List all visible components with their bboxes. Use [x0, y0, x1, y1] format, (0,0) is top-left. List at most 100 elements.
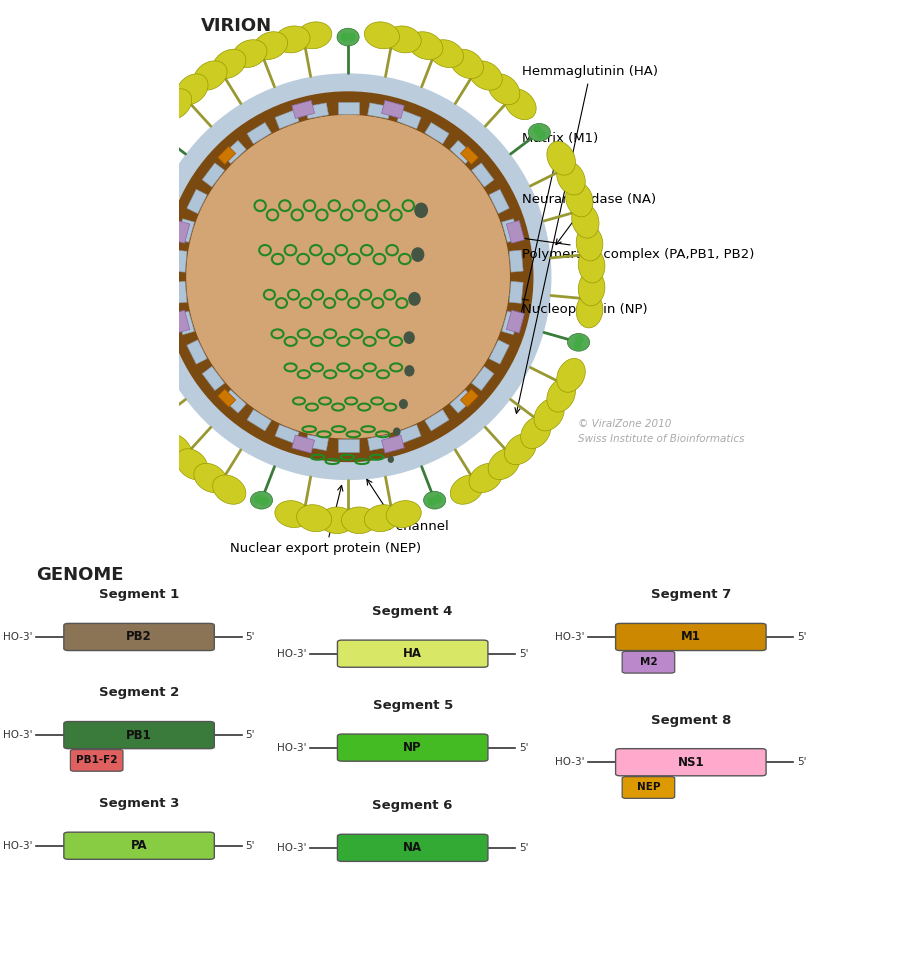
Ellipse shape	[109, 204, 118, 217]
Ellipse shape	[547, 379, 575, 412]
Text: M2 ion channel: M2 ion channel	[346, 480, 448, 533]
Text: Segment 7: Segment 7	[650, 588, 730, 601]
Polygon shape	[367, 435, 390, 451]
Ellipse shape	[120, 379, 149, 412]
Ellipse shape	[411, 248, 424, 262]
Text: Nucleoprotein (NP): Nucleoprotein (NP)	[396, 276, 648, 317]
Ellipse shape	[537, 418, 547, 429]
FancyBboxPatch shape	[615, 749, 765, 776]
Polygon shape	[275, 424, 299, 444]
Polygon shape	[501, 311, 518, 335]
Text: Segment 8: Segment 8	[650, 714, 731, 726]
Ellipse shape	[567, 333, 589, 352]
FancyBboxPatch shape	[64, 623, 214, 651]
Polygon shape	[222, 390, 246, 413]
Ellipse shape	[547, 142, 575, 175]
Ellipse shape	[561, 162, 570, 174]
Ellipse shape	[520, 417, 550, 449]
Text: Matrix (M1): Matrix (M1)	[518, 132, 598, 318]
Ellipse shape	[471, 478, 480, 490]
Ellipse shape	[255, 44, 264, 55]
Ellipse shape	[132, 398, 162, 431]
Ellipse shape	[251, 491, 272, 509]
Text: Segment 2: Segment 2	[99, 686, 179, 699]
Ellipse shape	[114, 341, 123, 350]
Text: 5': 5'	[796, 757, 805, 767]
Ellipse shape	[387, 455, 394, 463]
FancyBboxPatch shape	[337, 640, 487, 667]
Polygon shape	[508, 251, 523, 272]
Ellipse shape	[537, 130, 545, 139]
Text: Segment 6: Segment 6	[372, 799, 453, 812]
Polygon shape	[247, 410, 271, 431]
Ellipse shape	[159, 434, 191, 465]
Ellipse shape	[571, 203, 599, 238]
Ellipse shape	[398, 399, 407, 409]
Ellipse shape	[194, 463, 227, 492]
Text: VIRION: VIRION	[201, 17, 272, 35]
Polygon shape	[337, 440, 358, 452]
FancyBboxPatch shape	[64, 721, 214, 749]
FancyBboxPatch shape	[337, 734, 487, 761]
Text: PB1: PB1	[126, 728, 152, 742]
Ellipse shape	[179, 90, 189, 103]
Text: Nuclear export protein (NEP): Nuclear export protein (NEP)	[230, 486, 421, 555]
Text: HO-3': HO-3'	[4, 730, 33, 740]
Text: HO-3': HO-3'	[555, 632, 584, 642]
Ellipse shape	[101, 249, 110, 260]
Polygon shape	[506, 310, 524, 333]
Ellipse shape	[274, 26, 310, 52]
Text: NP: NP	[403, 741, 422, 754]
Polygon shape	[218, 389, 236, 407]
Text: GENOME: GENOME	[36, 566, 124, 584]
Ellipse shape	[468, 61, 502, 90]
Ellipse shape	[393, 427, 400, 436]
Ellipse shape	[146, 123, 168, 141]
Ellipse shape	[149, 418, 158, 429]
Ellipse shape	[145, 74, 551, 480]
Ellipse shape	[573, 341, 581, 350]
Text: HO-3': HO-3'	[555, 757, 584, 767]
Ellipse shape	[299, 510, 307, 522]
Text: M2: M2	[639, 657, 657, 667]
Ellipse shape	[408, 32, 443, 59]
Text: HO-3': HO-3'	[277, 843, 306, 853]
Polygon shape	[471, 163, 494, 187]
Ellipse shape	[212, 475, 246, 504]
Ellipse shape	[364, 505, 399, 531]
Ellipse shape	[112, 335, 121, 344]
Ellipse shape	[468, 463, 502, 492]
Ellipse shape	[296, 22, 332, 49]
Polygon shape	[508, 282, 523, 303]
Text: © ViralZone 2010
Swiss Institute of Bioinformatics: © ViralZone 2010 Swiss Institute of Bioi…	[578, 419, 743, 444]
Ellipse shape	[111, 161, 139, 195]
Ellipse shape	[433, 494, 442, 504]
Polygon shape	[381, 100, 404, 118]
FancyBboxPatch shape	[337, 834, 487, 861]
Ellipse shape	[403, 331, 415, 344]
FancyBboxPatch shape	[621, 777, 674, 798]
Ellipse shape	[556, 358, 585, 392]
Polygon shape	[471, 366, 494, 390]
Ellipse shape	[299, 31, 307, 44]
Ellipse shape	[126, 162, 134, 174]
Ellipse shape	[343, 515, 353, 526]
Ellipse shape	[103, 182, 130, 217]
Ellipse shape	[145, 417, 175, 449]
Ellipse shape	[565, 182, 592, 217]
Polygon shape	[202, 163, 224, 187]
FancyBboxPatch shape	[70, 750, 123, 771]
Ellipse shape	[346, 33, 355, 42]
Ellipse shape	[93, 292, 120, 328]
Text: Neuraminidase (NA): Neuraminidase (NA)	[522, 193, 656, 245]
Text: HO-3': HO-3'	[4, 632, 33, 642]
Ellipse shape	[576, 225, 602, 261]
Ellipse shape	[423, 491, 445, 509]
Polygon shape	[173, 251, 187, 272]
Ellipse shape	[111, 358, 139, 392]
Ellipse shape	[150, 130, 159, 139]
Ellipse shape	[431, 44, 440, 55]
Ellipse shape	[97, 203, 124, 238]
Text: 5': 5'	[518, 843, 527, 853]
Text: NEP: NEP	[636, 783, 660, 792]
